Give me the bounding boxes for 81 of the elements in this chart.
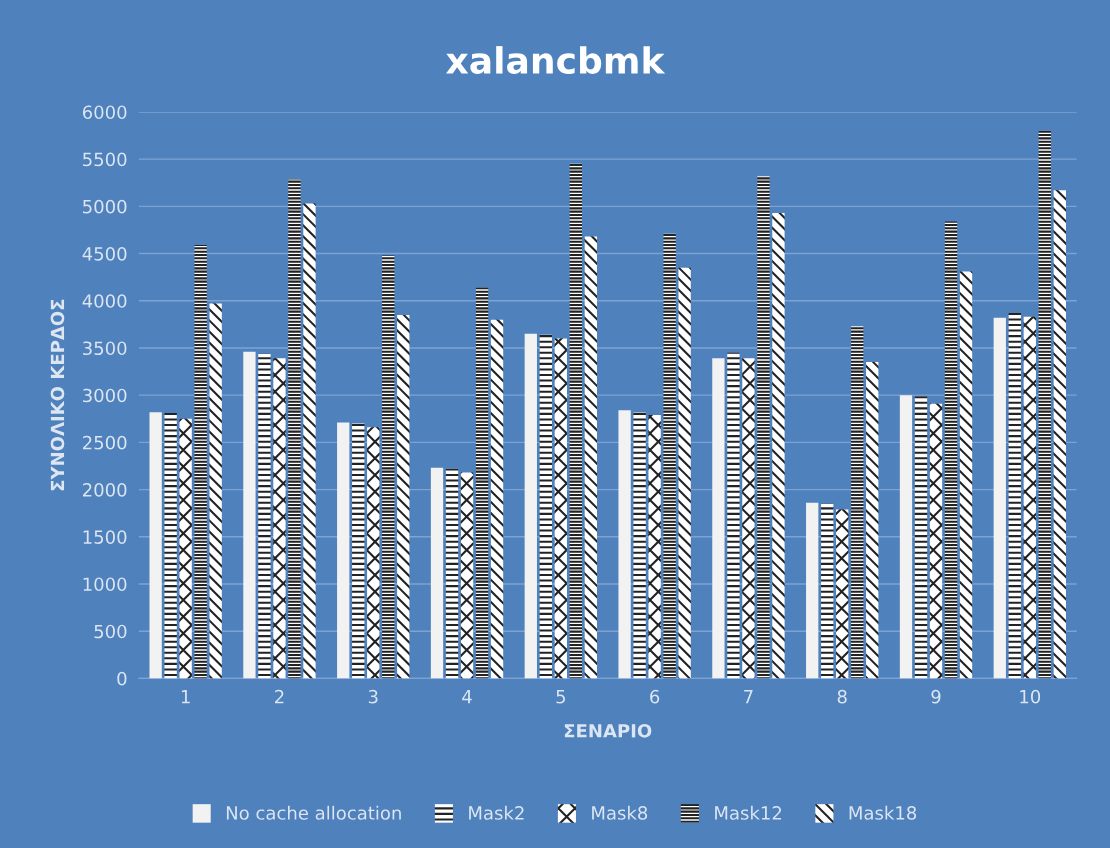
bar: [539, 334, 552, 679]
bar: [821, 503, 834, 679]
x-tick-label: 10: [1020, 689, 1041, 704]
bar: [179, 418, 192, 679]
bar: [1023, 316, 1036, 679]
bar: [367, 427, 380, 679]
x-tick-label: 5: [556, 690, 565, 704]
y-tick-label: 0: [117, 671, 127, 686]
bar: [258, 353, 271, 679]
bar: [524, 333, 537, 679]
y-tick-label: 2500: [83, 435, 127, 450]
bar: [288, 178, 301, 679]
x-tick-label: 3: [368, 689, 378, 704]
bar: [397, 314, 410, 679]
bar: [899, 395, 913, 679]
bar: [584, 236, 597, 679]
bar: [712, 358, 725, 679]
bar: [1038, 130, 1051, 679]
bar: [149, 412, 162, 679]
bar: [993, 317, 1006, 679]
bar: [929, 403, 943, 679]
y-tick-label: 5000: [83, 199, 127, 214]
legend-label: Mask2: [469, 805, 524, 820]
bar: [490, 319, 504, 679]
bar: [727, 352, 740, 679]
bar: [944, 221, 958, 679]
bar: [757, 176, 770, 679]
x-tick-label: 9: [931, 689, 941, 704]
chart-title: xalancbmk: [446, 46, 666, 75]
y-tick-label: 3000: [83, 388, 127, 403]
bar: [569, 163, 582, 679]
bar: [648, 414, 661, 679]
legend-label: Mask12: [715, 805, 782, 820]
bar: [554, 338, 567, 679]
y-tick-label: 4500: [82, 247, 127, 261]
bar: [1008, 313, 1021, 679]
x-tick-label: 8: [837, 689, 847, 704]
x-axis-title: ΣΕΝΑΡΙΟ: [564, 723, 652, 738]
bar: [663, 233, 676, 679]
y-tick-label: 3500: [83, 341, 127, 356]
bar: [742, 358, 755, 679]
bar: [806, 502, 819, 679]
x-tick-label: 7: [744, 690, 753, 704]
bar: [382, 255, 395, 679]
y-tick-label: 1000: [83, 577, 127, 592]
bar: [303, 203, 316, 679]
bar: [337, 422, 350, 679]
legend-label: No cache allocation: [226, 805, 401, 820]
y-tick-label: 1500: [83, 530, 127, 544]
bar: [914, 396, 928, 679]
legend-label: Mask8: [592, 805, 648, 820]
y-tick-label: 4000: [82, 294, 127, 308]
y-axis-title: ΣΥΝΟΛΙΚΟ ΚΕΡΔΟΣ: [50, 299, 65, 491]
x-tick-label: 1: [181, 690, 190, 704]
y-tick-label: 2000: [83, 483, 127, 497]
bar: [352, 423, 365, 679]
y-tick-label: 5500: [83, 152, 127, 167]
y-tick-label: 500: [94, 624, 127, 639]
x-tick-label: 2: [275, 689, 284, 704]
bar: [1053, 190, 1066, 679]
bar: [836, 509, 849, 679]
x-tick-label: 4: [462, 690, 472, 704]
bar: [243, 351, 256, 679]
bar: [851, 326, 864, 679]
bar: [678, 267, 691, 679]
bar: [959, 271, 973, 679]
bar: [209, 303, 222, 679]
bar: [772, 212, 785, 679]
bar: [194, 245, 207, 679]
y-tick-label: 6000: [82, 105, 127, 120]
bar: [445, 468, 459, 679]
bar: [633, 412, 646, 679]
legend-label: Mask18: [849, 805, 917, 820]
bar: [164, 413, 177, 679]
bar: [273, 358, 286, 679]
x-tick-label: 6: [650, 689, 660, 704]
bar: [475, 287, 489, 679]
bar: [460, 472, 474, 679]
bar: [430, 467, 444, 679]
bar: [618, 410, 631, 679]
bar: [866, 362, 879, 679]
